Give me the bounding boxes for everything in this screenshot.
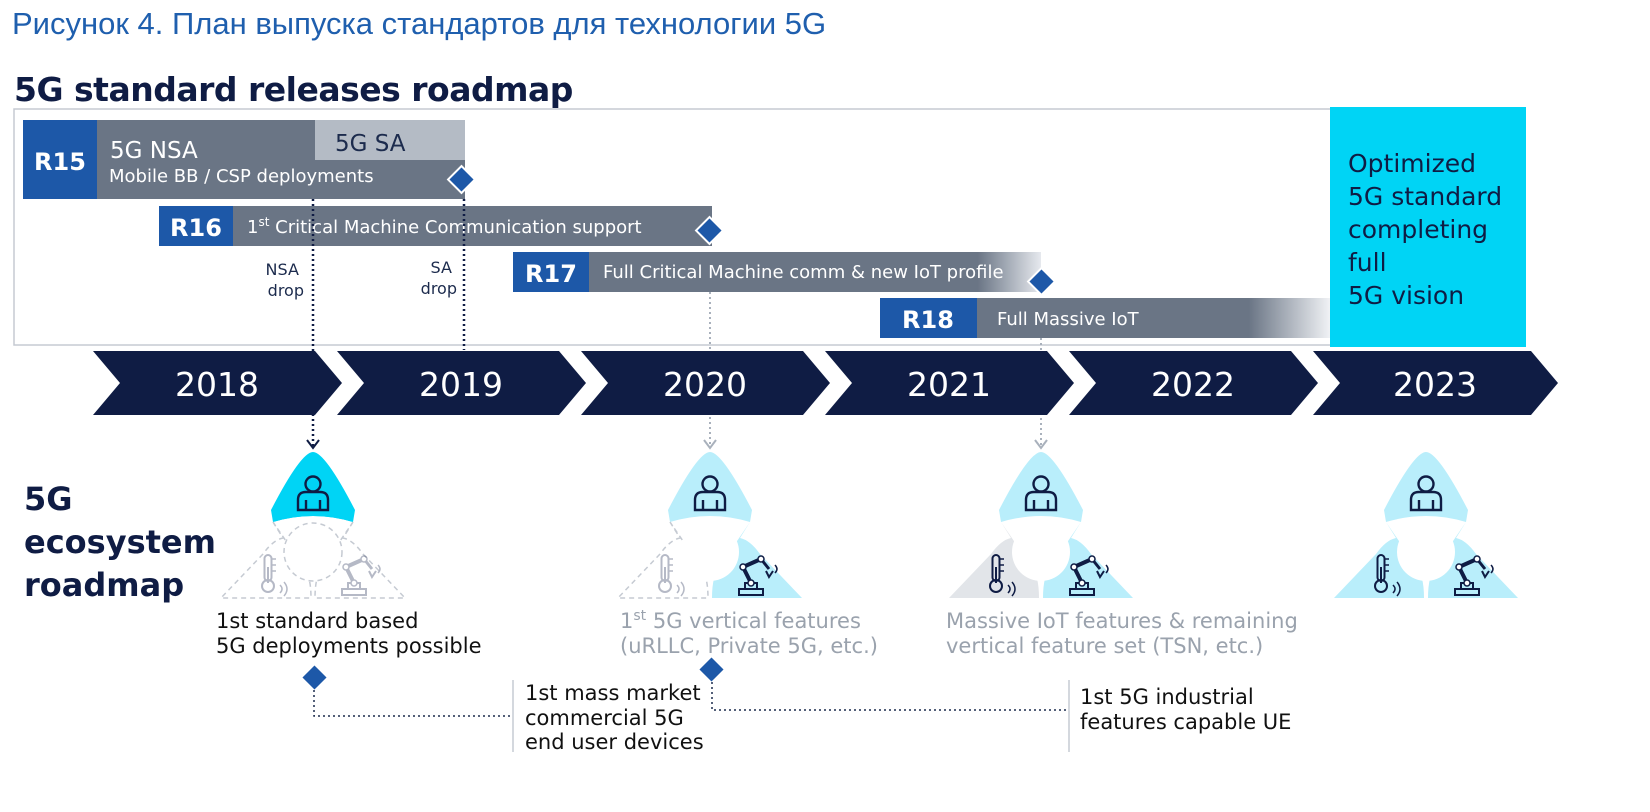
r15-label-box — [23, 120, 97, 199]
milestone-2020-text: 1st 5G vertical features (uRLLC, Private… — [620, 608, 878, 658]
ecosystem-title: 5G ecosystem roadmap — [24, 478, 216, 607]
r18-label: R18 — [902, 306, 954, 334]
r15-nsa-text: 5G NSA — [110, 138, 198, 164]
year-chevron-2020 — [581, 351, 830, 415]
ecosystem-triangle-2023 — [1334, 452, 1518, 598]
device-milestone-1-text: 1st mass market commercial 5G end user d… — [525, 681, 707, 754]
r17-label: R17 — [525, 260, 577, 288]
year-label-2018: 2018 — [175, 365, 259, 404]
ecosystem-triangle-2021 — [949, 452, 1133, 598]
r16-label: R16 — [170, 214, 222, 242]
r16-desc: 1st Critical Machine Communication suppo… — [247, 215, 642, 238]
figure-caption: Рисунок 4. План выпуска стандартов для т… — [12, 6, 827, 41]
device-connector-2 — [711, 682, 1068, 711]
r15-label: R15 — [34, 148, 86, 176]
vision-box — [1330, 107, 1526, 347]
year-chevron-2022 — [1069, 351, 1318, 415]
year-label-2021: 2021 — [907, 365, 991, 404]
vision-box-text: Optimized 5G standard completing full 5G… — [1348, 149, 1510, 310]
device-connector-1 — [313, 690, 512, 717]
ecosystem-title-line: roadmap — [24, 566, 185, 604]
year-label-2020: 2020 — [663, 365, 747, 404]
r17-label-box — [513, 252, 589, 292]
r18-bar — [977, 298, 1330, 338]
year-chevron-2019 — [337, 351, 586, 415]
ecosystem-title-line: 5G — [24, 480, 73, 518]
year-label-2023: 2023 — [1393, 365, 1477, 404]
milestone-2021-text: Massive IoT features & remaining vertica… — [946, 609, 1304, 658]
r17-milestone-diamond — [1026, 266, 1057, 297]
year-chevron-2021 — [825, 351, 1074, 415]
r16-milestone-diamond — [694, 215, 725, 246]
year-chevron-2018 — [93, 351, 342, 415]
device-milestone-2-text: 1st 5G industrial features capable UE — [1080, 685, 1291, 734]
year-label-2019: 2019 — [419, 365, 503, 404]
r17-bar — [589, 252, 1041, 292]
r15-sa-text: 5G SA — [335, 131, 406, 157]
release-r15: R15 5G NSA 5G SA Mobile BB / CSP deploym… — [23, 120, 477, 199]
nsa-drop-label: NSA drop — [266, 260, 304, 300]
ecosystem-triangle-2018 — [219, 452, 407, 599]
r15-sa-segment — [315, 120, 465, 160]
r18-desc: Full Massive IoT — [997, 309, 1140, 330]
r16-label-box — [159, 206, 233, 246]
release-r18: R18 Full Massive IoT — [880, 298, 1330, 338]
release-r16: R16 1st Critical Machine Communication s… — [159, 206, 725, 246]
year-chevron-2023 — [1313, 351, 1558, 415]
year-label-2022: 2022 — [1151, 365, 1235, 404]
roadmap-title: 5G standard releases roadmap — [14, 70, 573, 109]
r15-desc: Mobile BB / CSP deployments — [109, 166, 374, 187]
r18-label-box — [880, 298, 977, 338]
ecosystem-triangle-2020 — [616, 452, 802, 599]
ecosystem-title-line: ecosystem — [24, 523, 216, 561]
r18-guide-arrow — [1034, 439, 1048, 450]
milestone-2018-text: 1st standard based 5G deployments possib… — [216, 609, 482, 658]
device-milestone-diamond-1 — [299, 662, 330, 693]
sa-drop-label: SA drop — [421, 258, 457, 298]
device-milestone-diamond-2 — [696, 654, 727, 685]
release-r17: R17 Full Critical Machine comm & new IoT… — [513, 252, 1057, 297]
year-timeline: 2018 2019 2020 2021 2022 2023 — [93, 351, 1558, 415]
r17-desc: Full Critical Machine comm & new IoT pro… — [603, 262, 1004, 283]
r15-milestone-diamond — [446, 164, 477, 195]
nsa-drop-arrow — [306, 439, 320, 450]
r17-guide-arrow — [703, 439, 717, 450]
